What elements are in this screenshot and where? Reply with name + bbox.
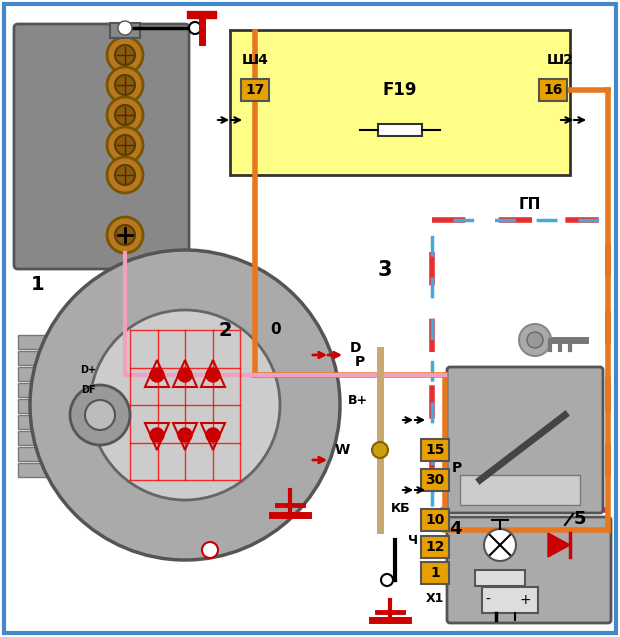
Circle shape [484,529,516,561]
Circle shape [90,310,280,500]
Text: D+: D+ [80,365,96,375]
Polygon shape [548,533,570,557]
Text: P: P [452,461,463,475]
Text: 12: 12 [425,540,445,554]
Text: 30: 30 [425,473,445,487]
Text: 17: 17 [246,83,265,97]
Circle shape [178,428,192,442]
Text: D: D [350,341,361,355]
Text: 3: 3 [378,260,392,280]
Circle shape [115,105,135,125]
FancyBboxPatch shape [447,367,603,513]
Bar [230,30,570,175]
Bar [18,431,56,445]
Circle shape [115,75,135,95]
Text: 1: 1 [430,566,440,580]
Text: КБ: КБ [391,501,410,515]
Circle shape [206,368,220,382]
Bar [18,447,56,461]
Bar [378,124,422,136]
Circle shape [107,97,143,133]
Text: 1: 1 [31,275,45,294]
Text: Ш2: Ш2 [547,53,574,67]
Bar [482,587,538,613]
Text: 15: 15 [425,443,445,457]
Bar [18,335,56,349]
Bar [421,509,449,531]
Bar [18,399,56,413]
Bar [18,463,56,477]
Bar [421,469,449,491]
Bar [460,475,580,505]
Bar [18,383,56,397]
Circle shape [107,157,143,193]
Bar [475,570,525,586]
Circle shape [519,324,551,356]
Circle shape [85,400,115,430]
Text: W: W [335,443,350,457]
Bar [241,79,269,101]
Text: ГП: ГП [519,197,541,212]
Bar [18,367,56,381]
Text: -: - [485,593,490,607]
Circle shape [115,135,135,155]
Text: 2: 2 [218,320,232,340]
Circle shape [202,542,218,558]
Circle shape [150,428,164,442]
Circle shape [206,428,220,442]
Circle shape [107,67,143,103]
Circle shape [150,368,164,382]
Bar [110,23,140,38]
Text: +: + [519,593,531,607]
Bar [18,415,56,429]
Circle shape [115,45,135,65]
Circle shape [30,250,340,560]
Circle shape [107,217,143,253]
Circle shape [107,127,143,163]
Text: F19: F19 [383,81,417,99]
Bar [539,79,567,101]
Circle shape [70,385,130,445]
Bar [421,536,449,558]
Text: Ш4: Ш4 [242,53,268,67]
FancyBboxPatch shape [447,517,611,623]
Circle shape [527,332,543,348]
Circle shape [381,574,393,586]
Circle shape [178,368,192,382]
Circle shape [107,37,143,73]
Text: 0: 0 [270,322,281,338]
Bar [18,351,56,365]
Text: 10: 10 [425,513,445,527]
Text: 4: 4 [449,520,461,538]
Circle shape [115,225,135,245]
Text: X1: X1 [426,592,444,605]
Text: B+: B+ [348,394,368,406]
Text: Ч: Ч [408,534,418,547]
Text: 16: 16 [543,83,563,97]
Circle shape [372,442,388,458]
Circle shape [118,21,132,35]
Text: 5: 5 [574,510,587,528]
Circle shape [189,22,201,34]
FancyBboxPatch shape [14,24,189,269]
Text: DF: DF [81,385,95,395]
Bar [421,562,449,584]
Bar [421,439,449,461]
Circle shape [115,165,135,185]
Text: P: P [355,355,365,369]
